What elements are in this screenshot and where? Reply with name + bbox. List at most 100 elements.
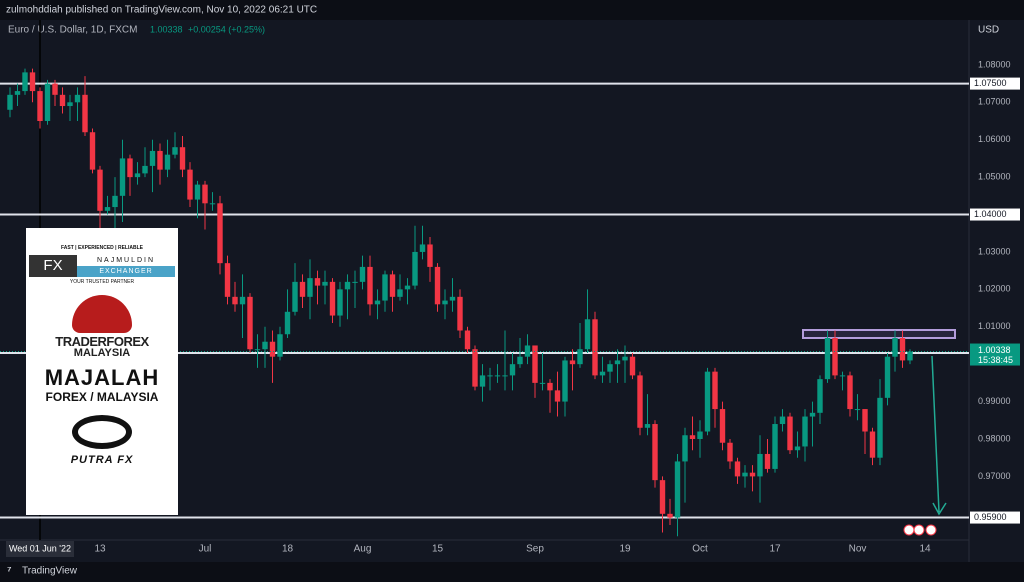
ad-text: EXCHANGER — [77, 266, 175, 277]
candle-body — [532, 345, 538, 383]
candle-body — [907, 351, 913, 361]
candle-body — [112, 195, 118, 208]
change: +0.00254 (+0.25%) — [188, 24, 265, 34]
event-icon — [925, 524, 937, 536]
candle-body — [712, 371, 718, 410]
candle-body — [292, 281, 298, 312]
last-price-bg — [970, 343, 1020, 366]
y-tick-label: 1.06000 — [978, 134, 1011, 144]
x-tick-label: Sep — [526, 544, 544, 555]
last-price-label: 1.00338 — [978, 345, 1011, 355]
level-label: 1.07500 — [974, 78, 1007, 88]
event-icons — [903, 524, 937, 536]
level-label-bg — [970, 208, 1020, 221]
candle-body — [247, 296, 253, 350]
y-tick-label: 0.99000 — [978, 396, 1011, 406]
candle-body — [7, 94, 13, 110]
y-tick-label: 1.02000 — [978, 284, 1011, 294]
candle-body — [584, 319, 591, 350]
candle-body — [854, 409, 861, 411]
candle-body — [794, 446, 801, 451]
candle-body — [599, 371, 606, 376]
candle-body — [179, 147, 186, 170]
candle-body — [352, 281, 358, 283]
candle-body — [262, 341, 268, 350]
candle-body — [209, 203, 216, 205]
price: 1.00338 — [150, 24, 183, 34]
candle-body — [764, 453, 771, 469]
x-tick-label: 17 — [769, 544, 781, 555]
candle-body — [367, 266, 373, 305]
ad-logo: FX NAJMULDIN EXCHANGER — [29, 255, 175, 277]
candle-body — [329, 281, 336, 316]
candle-body — [502, 375, 508, 377]
candle-body — [149, 150, 156, 166]
candle-body — [52, 83, 58, 95]
candle-body — [652, 424, 658, 481]
candle-body — [772, 424, 778, 469]
y-tick-label: 0.97000 — [978, 471, 1011, 481]
x-tick-label: Aug — [354, 544, 372, 555]
y-tick-label: 1.07000 — [978, 97, 1011, 107]
ad-text: MALAYSIA — [96, 390, 159, 404]
x-tick-label: Oct — [692, 544, 708, 555]
candle-body — [734, 461, 741, 477]
candle-body — [704, 371, 711, 432]
candle-body — [824, 337, 831, 380]
x-tick-label: 19 — [619, 544, 631, 555]
ad-swirl — [72, 415, 132, 449]
candle-body — [344, 281, 351, 290]
header-bar — [0, 0, 1024, 20]
candle-body — [614, 360, 621, 365]
candle-body — [359, 266, 366, 282]
candle-body — [67, 102, 73, 107]
candle-body — [479, 375, 486, 387]
candle-body — [629, 356, 636, 376]
level-label: 1.04000 — [974, 209, 1007, 219]
event-icon — [913, 524, 925, 536]
candle-body — [494, 375, 501, 377]
candle-body — [427, 244, 433, 267]
candle-body — [74, 94, 81, 103]
candle-body — [592, 319, 598, 376]
y-tick-label: 1.05000 — [978, 171, 1011, 181]
candle-body — [562, 360, 568, 402]
candle-body — [119, 158, 126, 196]
candle-body — [892, 337, 898, 357]
candle-body — [779, 416, 786, 425]
candle-body — [389, 274, 396, 297]
candle-body — [457, 296, 463, 331]
ad-text-row: FOREX / MALAYSIA — [45, 390, 159, 404]
candle-body — [22, 72, 28, 92]
footer-bar — [0, 562, 1024, 582]
candle-body — [299, 281, 306, 297]
candle-body — [382, 274, 388, 301]
candle-body — [832, 337, 838, 376]
candle-body — [802, 416, 808, 447]
level-label: 0.95900 — [974, 512, 1007, 522]
candle-body — [89, 132, 96, 170]
zone-rect — [802, 329, 956, 339]
candle-body — [374, 300, 381, 305]
candle-body — [472, 349, 478, 387]
y-tick-label: 0.98000 — [978, 433, 1011, 443]
ad-text: NAJMULDIN — [96, 257, 156, 264]
candle-body — [517, 356, 523, 365]
ad-text: MALAYSIA — [73, 347, 131, 359]
candle-body — [97, 169, 103, 211]
candle-body — [82, 94, 88, 133]
candle-body — [284, 311, 291, 335]
candle-body — [464, 330, 471, 350]
candle-body — [412, 251, 418, 286]
candle-body — [757, 453, 763, 477]
candle-body — [637, 375, 643, 428]
candle-body — [869, 431, 876, 458]
candle-body — [719, 409, 726, 443]
candle-body — [817, 379, 823, 413]
candle-body — [202, 184, 208, 204]
candle-body — [104, 207, 111, 211]
candle-body — [697, 431, 703, 439]
candle-body — [847, 375, 853, 410]
candle-body — [172, 147, 178, 155]
candle-body — [727, 442, 733, 462]
